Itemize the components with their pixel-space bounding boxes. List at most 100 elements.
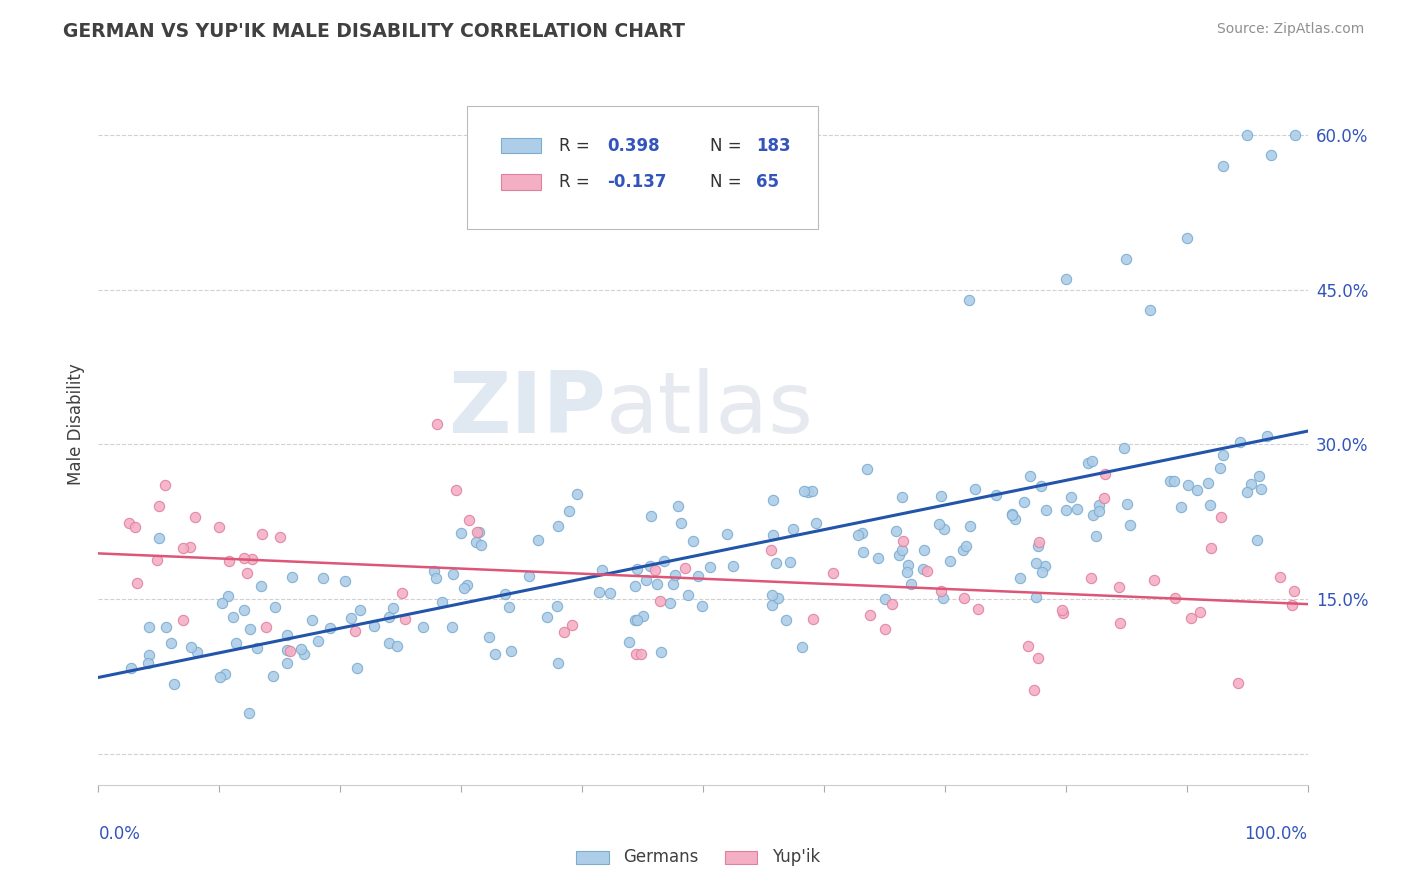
Point (377, 609, 399, 624)
Text: 0.398: 0.398 (607, 136, 659, 154)
Point (645, 576, 668, 591)
Point (1197, 476, 1219, 491)
Point (796, 484, 818, 499)
Point (588, 585, 610, 599)
Text: atlas: atlas (606, 368, 814, 450)
Point (262, 669, 284, 683)
Point (558, 504, 581, 518)
Point (276, 657, 298, 671)
Point (873, 591, 896, 606)
Point (1260, 148, 1282, 162)
Point (1028, 534, 1050, 549)
Point (1088, 499, 1111, 513)
Point (765, 556, 787, 570)
Point (1077, 456, 1099, 470)
Point (1026, 650, 1049, 665)
Point (800, 483, 823, 498)
Point (775, 614, 797, 628)
Point (1026, 539, 1049, 553)
Point (631, 609, 654, 624)
Point (1004, 512, 1026, 526)
Point (782, 522, 804, 536)
FancyBboxPatch shape (576, 851, 609, 863)
FancyBboxPatch shape (724, 851, 758, 863)
Text: N =: N = (710, 173, 742, 191)
Point (634, 573, 657, 587)
Point (1177, 477, 1199, 491)
Point (1284, 584, 1306, 599)
Point (1019, 469, 1042, 483)
Point (1281, 598, 1303, 612)
Point (1031, 565, 1053, 579)
Point (1284, 128, 1306, 142)
Point (312, 571, 335, 585)
Point (160, 636, 183, 650)
Point (1035, 503, 1057, 517)
Point (1212, 448, 1234, 462)
Point (690, 599, 713, 614)
Point (456, 578, 478, 592)
Point (1054, 272, 1077, 286)
Point (929, 489, 952, 503)
Point (932, 522, 955, 536)
Point (138, 648, 160, 662)
Point (1012, 495, 1035, 509)
Point (1108, 580, 1130, 594)
Point (468, 525, 491, 540)
Point (1188, 605, 1211, 619)
Point (1118, 517, 1140, 532)
Point (1052, 606, 1074, 620)
FancyBboxPatch shape (501, 137, 541, 153)
Point (891, 491, 914, 505)
Point (1033, 558, 1056, 573)
Point (965, 483, 987, 497)
Point (346, 661, 368, 675)
Point (917, 564, 939, 578)
Point (699, 560, 721, 574)
Point (761, 543, 783, 558)
Point (626, 613, 648, 627)
Point (912, 543, 935, 558)
Point (664, 568, 686, 582)
Point (1170, 500, 1192, 514)
Text: ZIP: ZIP (449, 368, 606, 450)
Text: R =: R = (560, 136, 591, 154)
Text: R =: R = (560, 173, 591, 191)
Point (875, 623, 897, 637)
Point (890, 542, 912, 557)
Point (236, 566, 259, 581)
Point (498, 599, 520, 614)
Point (1185, 483, 1208, 497)
Point (1240, 476, 1263, 491)
Point (423, 565, 446, 579)
Point (458, 513, 481, 527)
Point (1001, 507, 1024, 521)
Point (426, 417, 449, 431)
Text: -0.137: -0.137 (607, 173, 666, 191)
Point (179, 540, 201, 554)
Point (1094, 467, 1116, 482)
Point (222, 610, 245, 624)
Point (801, 612, 824, 626)
Point (281, 570, 304, 584)
Point (932, 591, 955, 606)
Text: 0.0%: 0.0% (98, 825, 141, 843)
Y-axis label: Male Disability: Male Disability (66, 363, 84, 484)
Point (884, 524, 907, 538)
Point (1164, 591, 1187, 605)
Point (1209, 461, 1232, 475)
Point (211, 596, 233, 610)
Point (239, 622, 262, 636)
Point (804, 516, 827, 530)
Point (172, 613, 194, 627)
Point (120, 660, 142, 674)
Text: Yup'ik: Yup'ik (772, 848, 820, 866)
Point (145, 553, 167, 567)
Point (1159, 474, 1181, 488)
Point (1066, 501, 1088, 516)
Point (225, 635, 247, 649)
Point (547, 656, 569, 670)
Point (184, 509, 207, 524)
Point (928, 517, 950, 532)
Point (546, 599, 568, 613)
